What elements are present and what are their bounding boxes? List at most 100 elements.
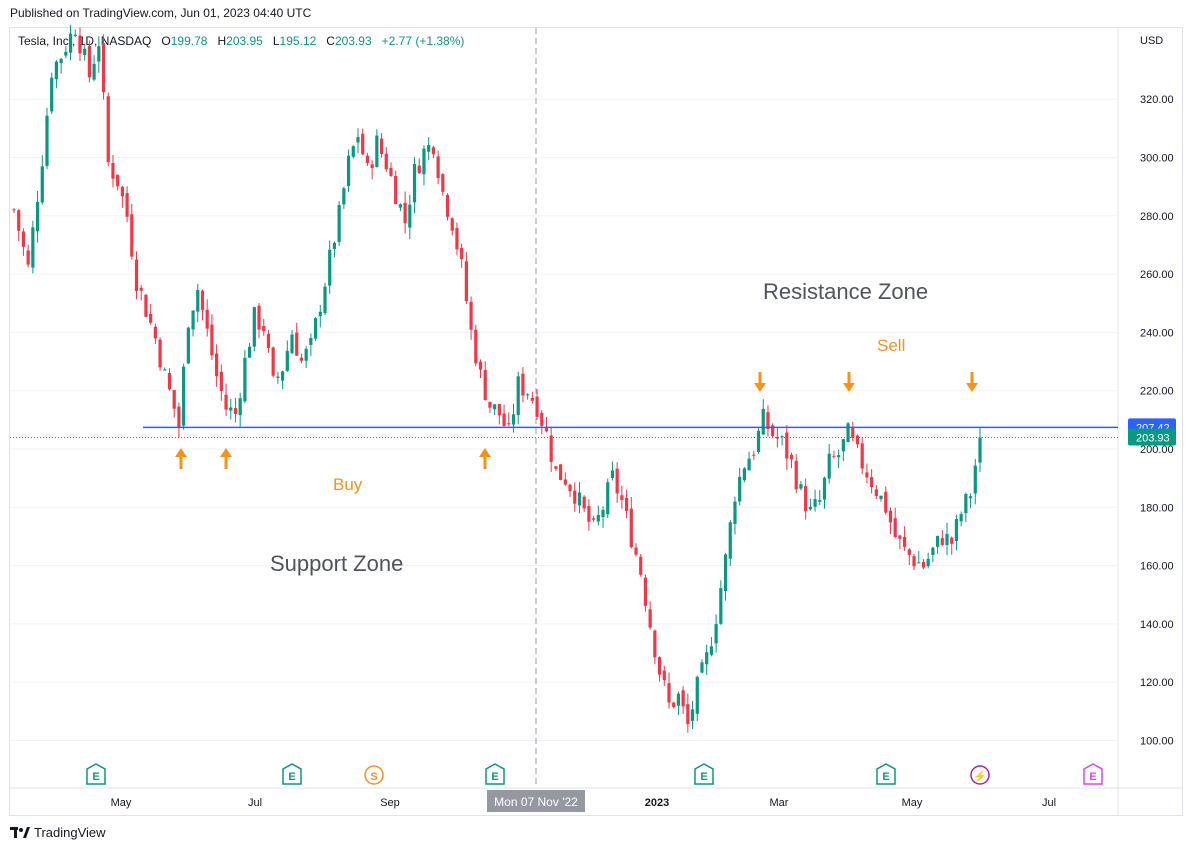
candle-body: [516, 376, 520, 416]
price-tick-label: 220.00: [1140, 386, 1174, 398]
candle-body: [285, 350, 289, 371]
candle-body: [398, 204, 402, 208]
candle-body: [544, 426, 549, 432]
candle-body: [926, 558, 930, 567]
candle-body: [389, 167, 393, 176]
candle-body: [144, 294, 148, 317]
candle-body: [153, 326, 157, 339]
candle-body: [31, 227, 35, 268]
event-markers[interactable]: E E S E E E ⚡ E: [86, 763, 1103, 785]
dividend-marker-letter: S: [370, 771, 377, 783]
candle-body: [874, 489, 878, 496]
symbol-name: Tesla, Inc., 1D, NASDAQ: [18, 34, 152, 48]
candle-body: [756, 430, 761, 453]
sell-arrow-head: [843, 383, 855, 392]
candle-body: [45, 115, 49, 166]
candle-body: [408, 204, 412, 228]
candle-body: [582, 496, 586, 509]
candle-body: [507, 423, 511, 425]
candle-body: [935, 536, 940, 547]
candle-body: [709, 646, 714, 655]
candle-body: [87, 45, 91, 78]
candle-body: [780, 436, 784, 438]
candle-body: [634, 547, 638, 555]
candle-body: [323, 286, 327, 314]
candle-body: [224, 394, 228, 410]
candle-body: [968, 496, 973, 499]
candle-body: [832, 455, 836, 457]
candle-body: [280, 371, 285, 381]
candle-body: [728, 522, 732, 559]
candle-body: [309, 337, 313, 345]
candle-body: [248, 346, 252, 358]
candle-body: [653, 630, 657, 658]
candle-body: [615, 468, 619, 494]
candle-body: [502, 413, 506, 426]
chart-frame[interactable]: [9, 27, 1183, 816]
earnings-marker-letter: E: [92, 771, 99, 783]
open-label: O: [161, 34, 171, 48]
candle-body: [257, 305, 261, 330]
candle-body: [592, 518, 596, 520]
candle-body: [549, 435, 553, 462]
candle-body: [643, 577, 648, 606]
split-marker-letter: ⚡: [973, 770, 987, 783]
close-value: 203.93: [334, 34, 372, 48]
future_earnings-marker-icon: [1083, 763, 1103, 785]
candle-body: [219, 371, 223, 392]
candle-body: [676, 693, 681, 706]
symbol-legend: Tesla, Inc., 1D, NASDAQ O199.78 H203.95 …: [18, 34, 464, 48]
candle-body: [229, 407, 233, 411]
earnings-marker-letter: E: [882, 771, 889, 783]
buy-label: Buy: [333, 475, 363, 494]
candle-body: [921, 562, 926, 568]
candle-body: [215, 353, 219, 377]
candle-body: [139, 287, 143, 291]
candle-body: [97, 46, 101, 62]
candle-body: [172, 390, 176, 409]
candle-body: [742, 468, 746, 481]
candle-body: [738, 476, 742, 502]
candle-body: [332, 242, 337, 249]
candle-body: [196, 290, 200, 312]
candle-body: [931, 547, 935, 556]
time-axis[interactable]: May Jul Sep 2023 Mar May Jul Mon 07 Nov '22: [111, 790, 1056, 812]
candle-body: [903, 536, 907, 547]
candle-body: [521, 373, 525, 396]
candle-body: [149, 313, 153, 323]
candle-body: [205, 309, 209, 329]
price-axis[interactable]: 100.00 120.00 140.00 160.00 180.00 200.00 220.…: [1140, 94, 1174, 747]
candle-body: [813, 498, 817, 507]
last-price-badge: [1128, 428, 1176, 446]
candle-body: [106, 96, 110, 163]
candle-body: [83, 48, 87, 55]
candle-body: [266, 333, 271, 349]
high-label: H: [217, 34, 227, 48]
candle-body: [804, 486, 808, 512]
candle-body: [328, 249, 332, 286]
tradingview-brand: TradingView: [10, 825, 106, 840]
candle-body: [276, 376, 280, 378]
candle-body: [860, 443, 864, 469]
candle-body: [417, 165, 421, 174]
candle-body: [808, 506, 812, 510]
low-label: L: [272, 34, 280, 48]
dividend-marker-icon: [364, 765, 384, 785]
candle-body: [568, 484, 572, 492]
candle-body: [111, 162, 115, 179]
candle-body: [766, 412, 770, 430]
candle-body: [686, 704, 690, 725]
candle-body: [92, 63, 96, 80]
time-tick-label: May: [902, 797, 923, 809]
candle-body: [158, 339, 162, 368]
candle-body: [243, 357, 247, 402]
candle-body: [785, 432, 789, 459]
candle-body: [771, 425, 775, 437]
candle-body: [657, 657, 662, 675]
time-tick-label: Jul: [248, 797, 262, 809]
candle-body: [163, 369, 167, 371]
candle-body: [478, 361, 483, 370]
candle-body: [50, 77, 54, 112]
